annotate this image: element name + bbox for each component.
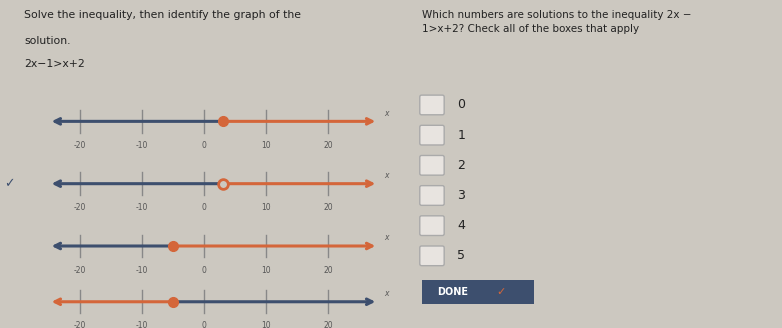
Text: 10: 10 bbox=[261, 203, 271, 212]
Text: ✓: ✓ bbox=[4, 177, 15, 190]
FancyBboxPatch shape bbox=[420, 95, 444, 115]
Text: 4: 4 bbox=[457, 219, 465, 232]
Text: 10: 10 bbox=[261, 321, 271, 328]
FancyBboxPatch shape bbox=[421, 280, 534, 304]
Text: solution.: solution. bbox=[24, 36, 71, 46]
FancyBboxPatch shape bbox=[420, 155, 444, 175]
Text: 1: 1 bbox=[457, 129, 465, 142]
Text: x: x bbox=[384, 171, 389, 180]
Text: 0: 0 bbox=[202, 266, 206, 275]
Text: x: x bbox=[384, 289, 389, 298]
FancyBboxPatch shape bbox=[420, 186, 444, 205]
Text: x: x bbox=[384, 233, 389, 242]
Text: -10: -10 bbox=[136, 321, 149, 328]
Text: 20: 20 bbox=[324, 203, 333, 212]
Text: 10: 10 bbox=[261, 266, 271, 275]
Text: 2: 2 bbox=[457, 159, 465, 172]
Text: 0: 0 bbox=[202, 321, 206, 328]
Text: x: x bbox=[384, 109, 389, 118]
Text: 20: 20 bbox=[324, 141, 333, 150]
Text: -20: -20 bbox=[74, 203, 86, 212]
Text: 3: 3 bbox=[457, 189, 465, 202]
Text: DONE: DONE bbox=[436, 287, 468, 297]
Text: 5: 5 bbox=[457, 249, 465, 262]
FancyBboxPatch shape bbox=[420, 216, 444, 236]
Text: 20: 20 bbox=[324, 321, 333, 328]
Text: -10: -10 bbox=[136, 141, 149, 150]
Text: 0: 0 bbox=[457, 98, 465, 112]
Text: -10: -10 bbox=[136, 203, 149, 212]
Text: 2x−1>x+2: 2x−1>x+2 bbox=[24, 59, 85, 69]
Text: Which numbers are solutions to the inequality 2x −
1>x+2? Check all of the boxes: Which numbers are solutions to the inequ… bbox=[421, 10, 691, 34]
Text: 20: 20 bbox=[324, 266, 333, 275]
Text: Solve the inequality, then identify the graph of the: Solve the inequality, then identify the … bbox=[24, 10, 301, 20]
Text: 0: 0 bbox=[202, 141, 206, 150]
Text: -20: -20 bbox=[74, 266, 86, 275]
Text: 0: 0 bbox=[202, 203, 206, 212]
FancyBboxPatch shape bbox=[420, 246, 444, 266]
Text: -10: -10 bbox=[136, 266, 149, 275]
Text: -20: -20 bbox=[74, 141, 86, 150]
Text: 10: 10 bbox=[261, 141, 271, 150]
Text: ✓: ✓ bbox=[497, 287, 506, 297]
Text: -20: -20 bbox=[74, 321, 86, 328]
FancyBboxPatch shape bbox=[420, 125, 444, 145]
